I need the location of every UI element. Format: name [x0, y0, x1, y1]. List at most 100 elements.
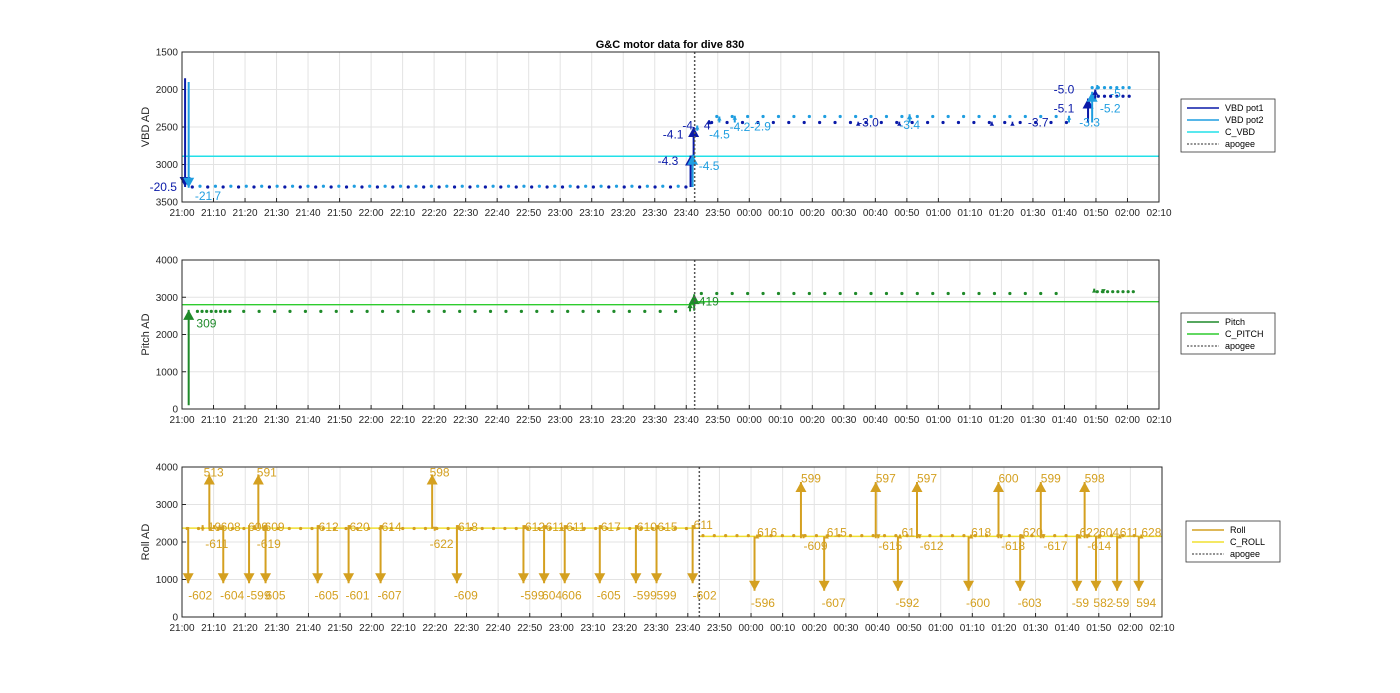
- data-point: [992, 114, 997, 119]
- x-tick-label: 22:30: [453, 415, 478, 426]
- data-annotation: -592: [895, 596, 919, 610]
- x-tick-label: 22:00: [359, 415, 384, 426]
- data-point: [321, 526, 325, 531]
- data-point: [218, 309, 223, 314]
- data-point: [458, 309, 462, 314]
- data-point: [715, 291, 719, 296]
- x-tick-label: 01:30: [1020, 208, 1045, 219]
- data-point: [1008, 114, 1012, 119]
- data-point: [1132, 534, 1136, 538]
- motor-move-arrow-head: [717, 116, 722, 121]
- x-tick-label: 02:00: [1118, 623, 1143, 634]
- data-annotation: 620: [350, 520, 370, 534]
- data-point: [252, 185, 256, 189]
- data-annotation: -609: [454, 589, 478, 603]
- motor-move-arrow-head: [897, 121, 902, 126]
- data-point: [584, 184, 588, 188]
- data-point: [1018, 120, 1022, 125]
- motor-move-arrow-head: [687, 573, 699, 584]
- motor-move-arrow-head: [1077, 534, 1082, 539]
- x-tick-label: 01:00: [928, 623, 953, 634]
- x-tick-label: 00:10: [768, 415, 793, 426]
- x-tick-label: 00:00: [739, 623, 764, 634]
- x-tick-label: 00:30: [831, 415, 856, 426]
- x-tick-label: 00:20: [800, 208, 825, 219]
- data-annotation: -599: [633, 589, 657, 603]
- motor-move-arrow-head: [695, 125, 700, 130]
- data-point: [365, 309, 369, 314]
- data-point: [391, 185, 395, 189]
- data-annotation: 617: [601, 520, 621, 534]
- x-tick-label: 22:30: [453, 208, 478, 219]
- x-tick-label: 00:50: [894, 415, 919, 426]
- data-annotation: -4.1: [663, 128, 684, 142]
- x-tick-label: 23:40: [674, 415, 699, 426]
- data-point: [740, 120, 745, 125]
- x-tick-label: 01:40: [1055, 623, 1080, 634]
- data-point: [1121, 290, 1125, 294]
- x-tick-label: 22:20: [422, 208, 447, 219]
- data-point: [412, 526, 416, 531]
- data-annotation: 628: [1141, 526, 1161, 540]
- x-tick-label: 02:10: [1146, 208, 1171, 219]
- x-tick-label: 23:10: [580, 623, 605, 634]
- data-point: [848, 120, 853, 125]
- x-tick-label: 22:10: [390, 415, 415, 426]
- data-point: [676, 184, 680, 188]
- data-annotation: 513: [204, 466, 224, 480]
- data-point: [833, 120, 837, 125]
- motor-move-arrow-head: [1086, 91, 1098, 102]
- x-tick-label: 01:20: [991, 623, 1016, 634]
- data-point: [1121, 534, 1125, 538]
- data-point: [329, 185, 333, 189]
- data-point: [905, 534, 909, 538]
- data-annotation: -5.2: [1100, 101, 1121, 115]
- data-point: [548, 526, 552, 531]
- data-point: [1095, 290, 1099, 294]
- data-point: [1131, 290, 1135, 294]
- data-point: [668, 185, 673, 189]
- data-annotation: -605: [597, 589, 621, 603]
- y-axis-label: Pitch AD: [140, 313, 152, 355]
- data-point: [242, 526, 246, 531]
- data-annotation: 419: [699, 295, 719, 309]
- data-annotation: -615: [878, 539, 902, 553]
- data-point: [1115, 94, 1119, 98]
- data-point: [275, 184, 279, 188]
- data-point: [550, 309, 554, 314]
- motor-move-arrow-head: [963, 580, 975, 591]
- data-point: [491, 526, 496, 531]
- data-point: [627, 309, 631, 314]
- data-point: [802, 120, 806, 125]
- motor-move-arrow-head: [316, 525, 321, 530]
- data-point: [298, 185, 302, 189]
- data-annotation: 598: [430, 466, 450, 480]
- data-annotation: -614: [1087, 539, 1111, 553]
- data-point: [427, 309, 431, 314]
- motor-move-arrow-head: [754, 534, 760, 539]
- data-point: [662, 526, 666, 531]
- data-point: [792, 534, 796, 538]
- data-point: [368, 184, 372, 188]
- data-annotation: 19: [208, 520, 222, 534]
- data-annotation: 614: [382, 520, 402, 534]
- motor-move-arrow-head: [968, 534, 974, 539]
- x-tick-label: 00:10: [768, 208, 793, 219]
- data-point: [653, 185, 657, 189]
- data-point: [594, 526, 598, 531]
- data-annotation: -59: [1072, 596, 1090, 610]
- data-point: [650, 526, 655, 531]
- y-tick-label: 3000: [156, 500, 179, 511]
- data-annotation: 612: [525, 520, 545, 534]
- data-point: [276, 526, 280, 531]
- x-tick-label: 00:40: [865, 623, 890, 634]
- motor-move-arrow-head: [917, 534, 922, 539]
- x-tick-label: 22:40: [485, 208, 510, 219]
- data-point: [242, 309, 246, 314]
- motor-move-arrow-head: [897, 534, 903, 539]
- x-tick-label: 01:20: [989, 415, 1014, 426]
- data-annotation: 309: [196, 316, 216, 330]
- motor-move-arrow-head: [426, 474, 438, 485]
- data-point: [1023, 291, 1027, 296]
